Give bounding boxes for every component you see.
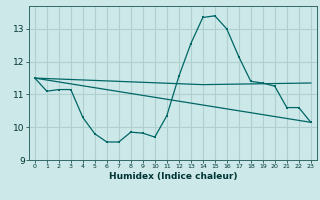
X-axis label: Humidex (Indice chaleur): Humidex (Indice chaleur) <box>108 172 237 181</box>
